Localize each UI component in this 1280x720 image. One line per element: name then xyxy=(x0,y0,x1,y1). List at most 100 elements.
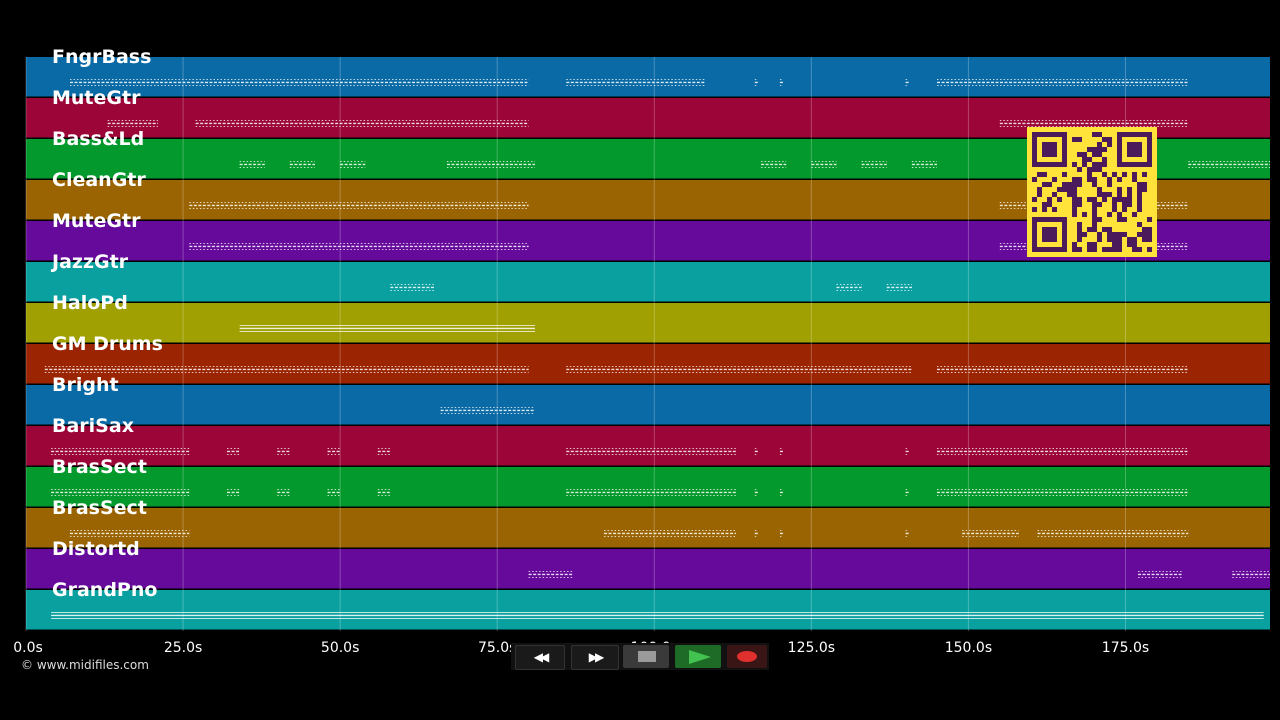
qr-module xyxy=(1057,132,1062,137)
qr-module xyxy=(1137,152,1142,157)
qr-module xyxy=(1142,182,1147,187)
qr-module xyxy=(1042,172,1047,177)
qr-module xyxy=(1052,232,1057,237)
qr-module xyxy=(1047,217,1052,222)
qr-module xyxy=(1102,172,1107,177)
qr-module xyxy=(1112,237,1117,242)
qr-module xyxy=(1102,137,1107,142)
qr-module xyxy=(1142,162,1147,167)
qr-module xyxy=(1087,157,1092,162)
qr-module xyxy=(1072,182,1077,187)
qr-module xyxy=(1072,192,1077,197)
qr-module xyxy=(1062,227,1067,232)
track-label: BrasSect xyxy=(52,456,147,478)
qr-module xyxy=(1062,147,1067,152)
qr-module xyxy=(1092,217,1097,222)
qr-module xyxy=(1072,242,1077,247)
qr-module xyxy=(1072,212,1077,217)
qr-module xyxy=(1042,147,1047,152)
qr-module xyxy=(1117,152,1122,157)
qr-module xyxy=(1102,162,1107,167)
qr-module xyxy=(1072,187,1077,192)
track-label: MuteGtr xyxy=(52,87,141,109)
qr-module xyxy=(1107,227,1112,232)
qr-module xyxy=(1092,247,1097,252)
qr-module xyxy=(1117,192,1122,197)
qr-module xyxy=(1047,142,1052,147)
qr-module xyxy=(1132,142,1137,147)
qr-module xyxy=(1137,197,1142,202)
qr-module xyxy=(1067,192,1072,197)
qr-module xyxy=(1072,162,1077,167)
qr-module xyxy=(1142,172,1147,177)
qr-module xyxy=(1052,177,1057,182)
qr-module xyxy=(1097,147,1102,152)
qr-module xyxy=(1077,197,1082,202)
qr-module xyxy=(1047,182,1052,187)
qr-module xyxy=(1102,192,1107,197)
qr-module xyxy=(1052,152,1057,157)
qr-module xyxy=(1062,132,1067,137)
qr-module xyxy=(1142,132,1147,137)
qr-module xyxy=(1112,232,1117,237)
tick-label: 125.0s xyxy=(787,640,836,656)
qr-module xyxy=(1092,242,1097,247)
qr-module xyxy=(1042,227,1047,232)
qr-module xyxy=(1137,132,1142,137)
track-label: Distortd xyxy=(52,538,140,560)
rewind-button[interactable]: ◀◀ xyxy=(515,645,565,670)
qr-module xyxy=(1092,182,1097,187)
qr-module xyxy=(1047,152,1052,157)
qr-module xyxy=(1102,197,1107,202)
qr-module xyxy=(1132,147,1137,152)
qr-module xyxy=(1137,192,1142,197)
track-label: JazzGtr xyxy=(52,251,129,273)
qr-module xyxy=(1117,187,1122,192)
qr-module xyxy=(1077,137,1082,142)
track-label: Bright xyxy=(52,374,119,396)
qr-module xyxy=(1047,227,1052,232)
record-button[interactable] xyxy=(727,645,767,668)
qr-module xyxy=(1042,207,1047,212)
qr-module xyxy=(1107,192,1112,197)
qr-module xyxy=(1042,132,1047,137)
qr-module xyxy=(1047,237,1052,242)
qr-module xyxy=(1107,137,1112,142)
stop-button[interactable] xyxy=(623,645,669,668)
qr-module xyxy=(1137,207,1142,212)
qr-module xyxy=(1072,197,1077,202)
track-lane xyxy=(26,385,1270,425)
qr-module xyxy=(1062,247,1067,252)
qr-module xyxy=(1037,162,1042,167)
track-label: FngrBass xyxy=(52,46,152,68)
qr-module xyxy=(1072,207,1077,212)
qr-module xyxy=(1052,132,1057,137)
track-label: GM Drums xyxy=(52,333,163,355)
fast-forward-button[interactable]: ▶▶ xyxy=(571,645,619,670)
qr-module xyxy=(1117,137,1122,142)
qr-module xyxy=(1147,247,1152,252)
qr-module xyxy=(1112,207,1117,212)
qr-module xyxy=(1112,242,1117,247)
qr-module xyxy=(1032,242,1037,247)
qr-module xyxy=(1052,207,1057,212)
qr-module xyxy=(1122,162,1127,167)
qr-module xyxy=(1117,147,1122,152)
qr-module xyxy=(1097,152,1102,157)
fast-forward-icon: ▶▶ xyxy=(588,650,604,664)
play-button[interactable] xyxy=(675,645,721,668)
track-label: GrandPno xyxy=(52,579,158,601)
qr-module xyxy=(1032,157,1037,162)
qr-module xyxy=(1127,147,1132,152)
qr-module xyxy=(1082,212,1087,217)
qr-module xyxy=(1077,222,1082,227)
qr-module xyxy=(1052,142,1057,147)
qr-module xyxy=(1047,147,1052,152)
qr-module xyxy=(1117,197,1122,202)
qr-module xyxy=(1127,192,1132,197)
qr-module xyxy=(1037,187,1042,192)
qr-module xyxy=(1127,202,1132,207)
qr-module xyxy=(1077,152,1082,157)
qr-module xyxy=(1037,217,1042,222)
qr-module xyxy=(1127,237,1132,242)
